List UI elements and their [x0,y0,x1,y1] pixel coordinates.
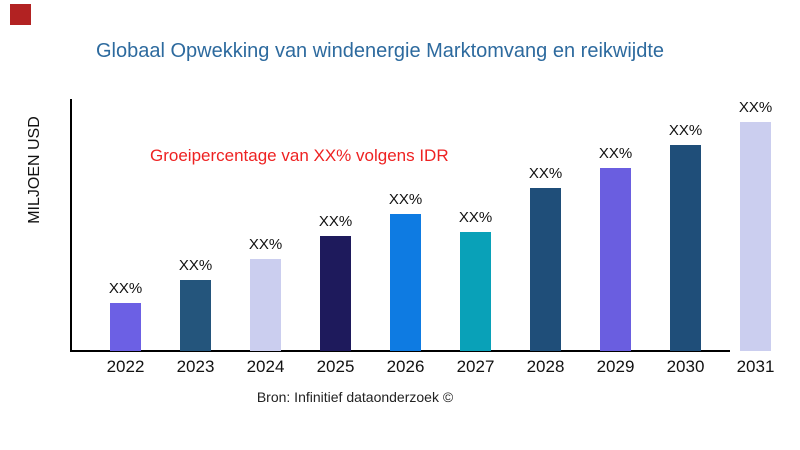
x-tick-2022: 2022 [106,357,145,376]
x-tick-2030: 2030 [666,357,705,376]
growth-rate-annotation: Groeipercentage van XX% volgens IDR [150,146,449,165]
bar-value-label-2031: XX% [738,99,773,116]
bar-2024 [250,259,281,351]
y-axis-title: MILJOEN USD [26,116,43,224]
x-tick-2031: 2031 [736,357,775,376]
x-tick-2024: 2024 [246,357,285,376]
red-square-logo [10,4,31,25]
bar-2027 [460,232,491,351]
bar-value-label-2026: XX% [388,191,423,208]
x-tick-2027: 2027 [456,357,495,376]
bar-2026 [390,214,421,351]
bar-value-label-2028: XX% [528,165,563,182]
bar-2030 [670,145,701,351]
bar-value-label-2027: XX% [458,209,493,226]
bar-value-label-2024: XX% [248,236,283,253]
chart-title: Globaal Opwekking van windenergie Markto… [95,40,665,62]
x-tick-2026: 2026 [386,357,425,376]
bar-2023 [180,280,211,351]
x-tick-2025: 2025 [316,357,355,376]
bar-2025 [320,236,351,351]
x-tick-2029: 2029 [596,357,635,376]
bar-value-label-2030: XX% [668,122,703,139]
bar-value-label-2025: XX% [318,213,353,230]
source-note: Bron: Infinitief dataonderzoek © [256,389,454,405]
bar-value-label-2023: XX% [178,257,213,274]
bar-value-label-2029: XX% [598,145,633,162]
bar-2029 [600,168,631,351]
x-axis-line [70,350,730,352]
bar-2022 [110,303,141,351]
x-tick-2023: 2023 [176,357,215,376]
bar-2028 [530,188,561,351]
x-tick-2028: 2028 [526,357,565,376]
y-axis-line [70,99,72,352]
bar-2031 [740,122,771,351]
bar-value-label-2022: XX% [108,280,143,297]
